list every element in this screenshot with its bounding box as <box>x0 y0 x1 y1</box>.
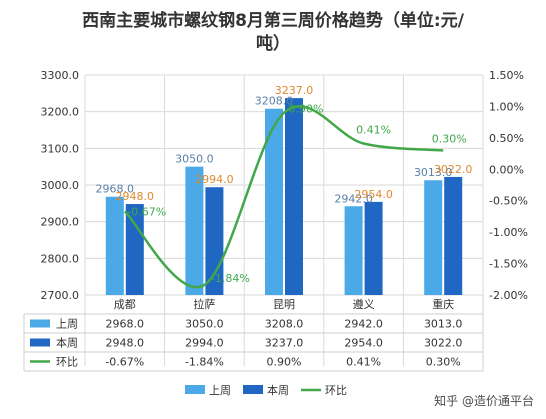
table-cell: 2994.0 <box>185 337 224 350</box>
table-cell: 0.30% <box>426 356 461 369</box>
bar-last-week <box>185 166 204 295</box>
x-axis-category-label: 重庆 <box>432 297 454 311</box>
table-cell: 2968.0 <box>106 318 145 331</box>
bar-this-week <box>364 201 383 295</box>
table-cell: 2954.0 <box>344 337 383 350</box>
bar-data-label: 3022.0 <box>434 163 473 176</box>
y-axis-left-tick-label: 3200.0 <box>41 106 80 119</box>
table-row-key <box>30 338 50 347</box>
x-axis-category-label: 遵义 <box>353 297 375 311</box>
y-axis-right-tick-label: 0.50% <box>489 132 524 145</box>
line-data-label: 0.41% <box>356 124 391 137</box>
y-axis-left-tick-label: 2900.0 <box>41 216 80 229</box>
line-data-label: 0.90% <box>289 103 324 116</box>
line-series-mom <box>123 105 444 289</box>
chart-title-line-2: 吨） <box>256 34 290 54</box>
bar-last-week <box>424 180 443 295</box>
table-cell: -0.67% <box>105 356 144 369</box>
table-cell: 3050.0 <box>185 318 224 331</box>
bar-this-week <box>125 204 144 295</box>
table-row-key <box>30 319 50 328</box>
line-data-label: 0.30% <box>432 132 467 145</box>
table-cell: 2942.0 <box>344 318 383 331</box>
table-cell: 3208.0 <box>265 318 304 331</box>
line-data-label: -1.84% <box>211 272 250 285</box>
y-axis-right-tick-label: -0.50% <box>489 195 528 208</box>
bar-last-week <box>344 206 363 295</box>
bar-data-label: 2954.0 <box>354 188 393 201</box>
x-axis-category-label: 成都 <box>114 298 136 311</box>
table-cell: 0.41% <box>346 356 381 369</box>
legend-label: 环比 <box>325 384 347 397</box>
y-axis-right-tick-label: -1.00% <box>489 226 528 239</box>
y-axis-left-tick-label: 3300.0 <box>41 69 80 82</box>
table-row-name: 上周 <box>56 318 78 331</box>
table-cell: 2948.0 <box>106 337 145 350</box>
chart-title-line-1: 西南主要城市螺纹钢8月第三周价格趋势（单位:元/ <box>82 11 464 31</box>
y-axis-left-tick-label: 2700.0 <box>41 289 80 302</box>
table-cell: 3237.0 <box>265 337 304 350</box>
y-axis-right-tick-label: 1.50% <box>489 69 524 82</box>
table-row-name: 环比 <box>56 356 78 369</box>
table-cell: 0.90% <box>267 356 302 369</box>
bar-data-label: 3208.0 <box>255 95 294 108</box>
y-axis-left-tick-label: 3000.0 <box>41 179 80 192</box>
x-axis-category-label: 拉萨 <box>193 297 215 311</box>
y-axis-right-tick-label: -2.00% <box>489 289 528 302</box>
table-cell: 3013.0 <box>424 318 463 331</box>
y-axis-right-tick-label: -1.50% <box>489 258 528 271</box>
bar-last-week <box>105 196 124 295</box>
bar-data-label: 3050.0 <box>175 153 214 166</box>
bar-data-label: 2968.0 <box>96 183 135 196</box>
bar-data-label: 3237.0 <box>275 84 314 97</box>
watermark-text: 知乎 @造价通平台 <box>434 394 534 408</box>
bar-data-label: 3013.0 <box>414 166 453 179</box>
legend-label: 本周 <box>267 383 289 397</box>
bar-this-week <box>285 98 303 295</box>
x-axis-category-label: 昆明 <box>273 298 295 311</box>
line-data-label: -0.67% <box>127 205 166 218</box>
y-axis-right-tick-label: 0.00% <box>489 163 524 176</box>
bar-this-week <box>444 176 463 295</box>
legend-key <box>243 385 263 394</box>
bar-data-label: 2942.0 <box>334 192 373 205</box>
table-cell: -1.84% <box>185 356 224 369</box>
y-axis-right-tick-label: 1.00% <box>489 100 524 113</box>
y-axis-left-tick-label: 3100.0 <box>41 142 80 155</box>
bar-data-label: 2994.0 <box>195 173 234 186</box>
legend-label: 上周 <box>209 384 231 397</box>
table-row-name: 本周 <box>56 336 78 350</box>
bar-last-week <box>265 108 283 295</box>
legend-key <box>185 385 205 394</box>
table-cell: 3022.0 <box>424 337 463 350</box>
y-axis-left-tick-label: 2800.0 <box>41 252 80 265</box>
bar-data-label: 2948.0 <box>116 190 155 203</box>
